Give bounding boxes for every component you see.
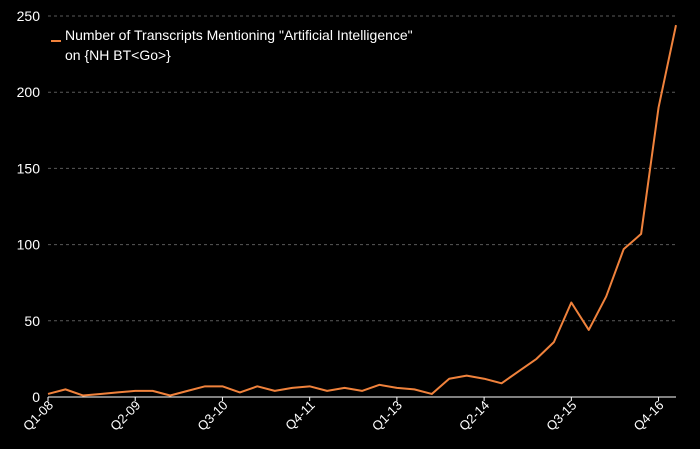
y-tick-label: 0 [32, 389, 40, 405]
y-tick-label: 200 [17, 84, 41, 100]
x-tick-label: Q1-13 [369, 398, 405, 434]
x-tick-label: Q4-16 [631, 398, 667, 434]
series-layer [47, 24, 677, 397]
y-tick-label: 150 [17, 160, 41, 176]
y-tick-label: 250 [17, 8, 41, 24]
x-tick-label: Q3-10 [194, 398, 230, 434]
series-line-0 [47, 24, 677, 397]
y-tick-label: 100 [17, 237, 41, 253]
x-tick-label: Q4-11 [282, 398, 317, 433]
legend-label-line-1: Number of Transcripts Mentioning "Artifi… [65, 27, 413, 43]
y-tick-label: 50 [24, 313, 40, 329]
x-tick-label: Q3-15 [543, 398, 579, 434]
x-tick-label: Q2-09 [107, 398, 143, 434]
legend: Number of Transcripts Mentioning "Artifi… [51, 27, 413, 63]
grid-layer [48, 15, 676, 398]
x-tick-label: Q2-14 [456, 398, 492, 434]
legend-label-line-2: on {NH BT<Go>} [65, 47, 171, 63]
x-axis-ticks: Q1-08 Q2-09 Q3-10 Q4-11 Q1-13 Q2-14 Q3-15 Q4-16 [20, 397, 667, 434]
y-axis-ticks: 0 50 100 150 200 250 [17, 8, 41, 405]
